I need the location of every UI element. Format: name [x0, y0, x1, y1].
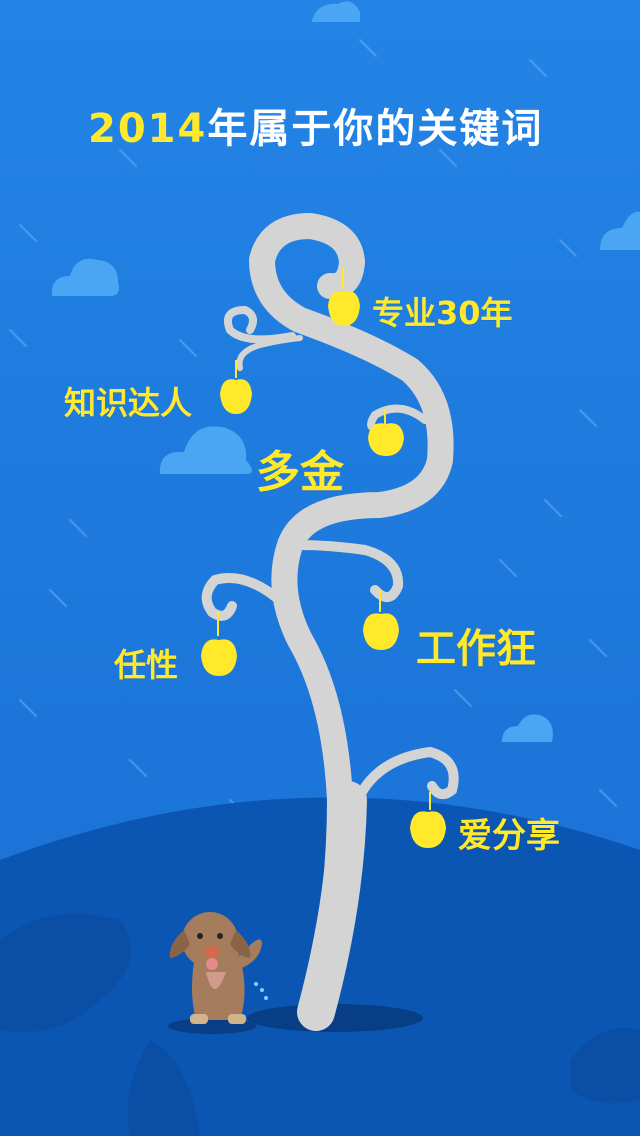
keyword-renxing: 任性: [114, 646, 179, 684]
keyword-gongzuo: 工作狂: [416, 626, 536, 672]
apple-icon: [363, 613, 399, 650]
tree-shadow: [247, 1004, 423, 1032]
keyword-zhishi: 知识达人: [64, 384, 193, 422]
apple-icon: [220, 379, 252, 414]
hill-patches: [0, 913, 640, 1136]
apple-icon: [328, 291, 360, 326]
apple-icon: [410, 811, 446, 848]
keyword-aifenxiang: 爱分享: [458, 816, 560, 856]
apples: [201, 291, 446, 848]
clouds: [51, 1, 640, 742]
page-title: 2014年属于你的关键词: [88, 96, 543, 154]
apple-icon: [368, 423, 404, 456]
apple-stems: [217, 268, 431, 810]
keyword-zhuanye: 专业30年: [372, 294, 513, 332]
title-text: 年属于你的关键词: [207, 106, 544, 152]
keyword-duojin: 多金: [256, 447, 344, 498]
tree: [201, 212, 459, 1031]
dog-illustration: [168, 912, 268, 1034]
apple-icon: [201, 639, 237, 676]
title-year: 2014: [88, 106, 208, 152]
